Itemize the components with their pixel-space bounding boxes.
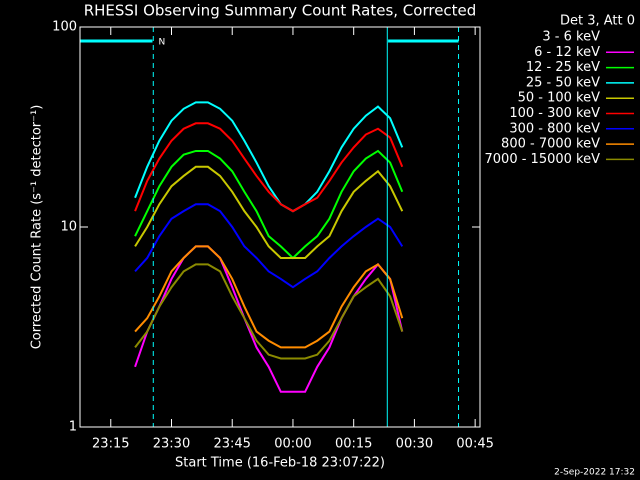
series-line xyxy=(134,101,404,213)
series-line xyxy=(134,203,404,289)
legend-label: 12 - 25 keV xyxy=(526,60,600,75)
legend-label: 100 - 300 keV xyxy=(509,106,600,121)
legend-title: Det 3, Att 0 xyxy=(560,14,635,29)
y-axis-label: Corrected Count Rate (s⁻¹ detector⁻¹) xyxy=(30,105,45,350)
series-line xyxy=(134,122,404,213)
x-tick-label: 23:30 xyxy=(153,437,190,452)
legend-label: 7000 - 15000 keV xyxy=(485,152,601,167)
series-line xyxy=(134,263,404,360)
legend-label: 25 - 50 keV xyxy=(526,75,600,90)
series-line xyxy=(134,226,404,308)
legend-label: 300 - 800 keV xyxy=(509,121,600,136)
chart-title: RHESSI Observing Summary Count Rates, Co… xyxy=(84,2,477,20)
y-tick-label: 100 xyxy=(52,20,77,35)
x-tick-label: 23:45 xyxy=(213,437,250,452)
timestamp: 2-Sep-2022 17:32 xyxy=(554,468,635,478)
series-line xyxy=(134,245,404,349)
x-tick-label: 00:30 xyxy=(396,437,433,452)
legend-label: 50 - 100 keV xyxy=(518,91,601,106)
y-tick-label: 1 xyxy=(69,420,77,435)
series-line xyxy=(134,245,404,393)
series-line xyxy=(134,165,404,259)
x-tick-label: 00:45 xyxy=(456,437,493,452)
x-tick-label: 00:00 xyxy=(274,437,311,452)
x-tick-label: 23:15 xyxy=(92,437,129,452)
x-axis-label: Start Time (16-Feb-18 23:07:22) xyxy=(175,456,385,471)
series-line xyxy=(134,149,404,260)
y-tick-label: 10 xyxy=(60,220,77,235)
legend-label: 3 - 6 keV xyxy=(542,30,600,45)
marker-label: N xyxy=(158,38,165,48)
legend-label: 6 - 12 keV xyxy=(534,45,600,60)
legend-label: 800 - 7000 keV xyxy=(501,137,600,152)
x-tick-label: 00:15 xyxy=(335,437,372,452)
